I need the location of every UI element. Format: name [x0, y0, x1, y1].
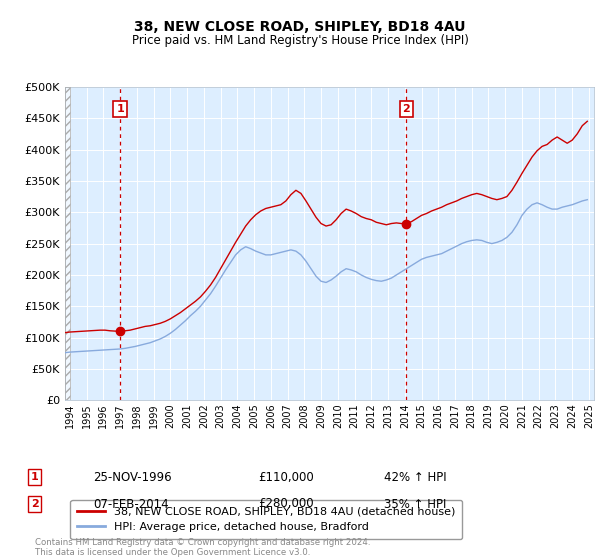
- Text: 42% ↑ HPI: 42% ↑ HPI: [384, 470, 446, 484]
- Text: Price paid vs. HM Land Registry's House Price Index (HPI): Price paid vs. HM Land Registry's House …: [131, 34, 469, 46]
- Text: 2: 2: [31, 499, 38, 509]
- Text: 35% ↑ HPI: 35% ↑ HPI: [384, 497, 446, 511]
- Text: 38, NEW CLOSE ROAD, SHIPLEY, BD18 4AU: 38, NEW CLOSE ROAD, SHIPLEY, BD18 4AU: [134, 20, 466, 34]
- Text: 1: 1: [116, 104, 124, 114]
- Text: 1: 1: [31, 472, 38, 482]
- Text: Contains HM Land Registry data © Crown copyright and database right 2024.
This d: Contains HM Land Registry data © Crown c…: [35, 538, 370, 557]
- Legend: 38, NEW CLOSE ROAD, SHIPLEY, BD18 4AU (detached house), HPI: Average price, deta: 38, NEW CLOSE ROAD, SHIPLEY, BD18 4AU (d…: [70, 500, 462, 539]
- Text: 2: 2: [403, 104, 410, 114]
- Text: 25-NOV-1996: 25-NOV-1996: [93, 470, 172, 484]
- Text: 07-FEB-2014: 07-FEB-2014: [93, 497, 169, 511]
- Text: £280,000: £280,000: [258, 497, 314, 511]
- Text: £110,000: £110,000: [258, 470, 314, 484]
